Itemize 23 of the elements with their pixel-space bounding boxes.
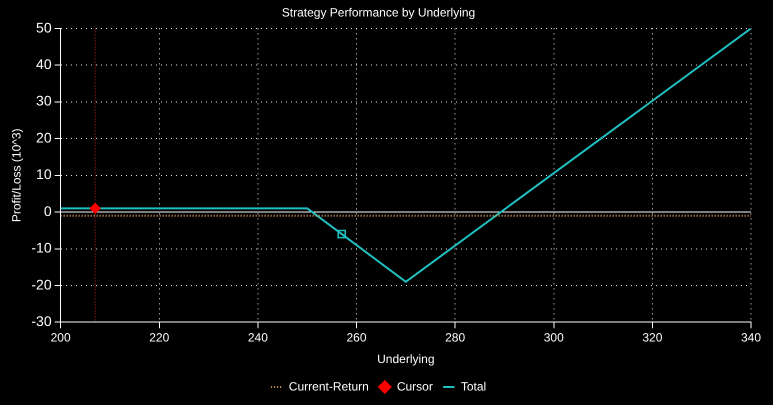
y-tick-label: 20 [36, 129, 52, 146]
y-axis-title: Profit/Loss (10^3) [10, 128, 24, 222]
y-tick-label: -30 [31, 313, 52, 330]
x-tick-label: 340 [740, 330, 762, 345]
x-axis-title: Underlying [377, 352, 435, 366]
y-tick-label: 10 [36, 166, 52, 182]
chart-title: Strategy Performance by Underlying [282, 6, 476, 20]
legend-label: Current-Return [288, 379, 369, 394]
y-tick-label: -10 [31, 240, 52, 256]
x-tick-label: 260 [346, 330, 367, 345]
y-tick-label: -20 [31, 276, 52, 292]
x-tick-label: 200 [50, 330, 71, 345]
x-tick-label: 220 [149, 330, 170, 345]
legend-label: Total [460, 379, 486, 394]
y-tick-label: 40 [36, 56, 52, 72]
x-tick-label: 320 [642, 330, 663, 345]
legend-label: Cursor [396, 379, 433, 394]
y-tick-label: 30 [36, 92, 52, 109]
x-tick-label: 240 [248, 330, 268, 345]
x-tick-label: 300 [544, 330, 564, 345]
y-tick-label: 0 [44, 202, 52, 219]
y-tick-label: 50 [36, 19, 52, 36]
x-tick-label: 280 [445, 330, 466, 345]
